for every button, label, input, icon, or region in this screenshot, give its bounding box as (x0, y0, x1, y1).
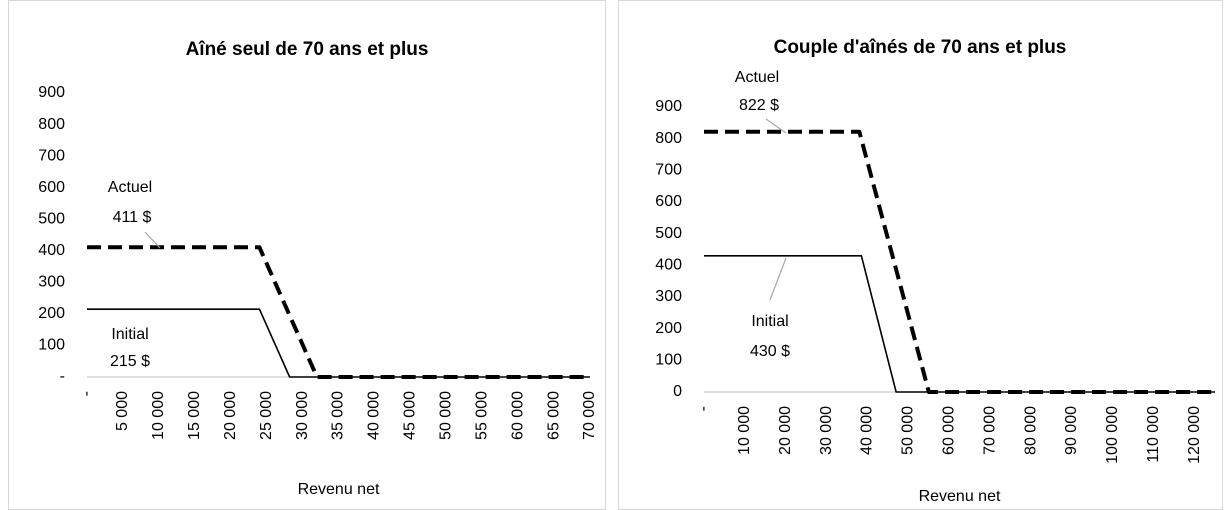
x-tick-label: 120 000 (1186, 406, 1203, 464)
x-tick-label: 60 000 (940, 406, 957, 455)
y-tick-label: 500 (38, 210, 65, 227)
y-tick-label: 0 (673, 383, 682, 400)
x-tick-label: 25 000 (258, 391, 275, 440)
x-tick-label: 50 000 (900, 406, 917, 455)
x-tick-label: 20 000 (222, 391, 239, 440)
y-tick-label: 200 (38, 305, 65, 322)
x-tick-label: 50 000 (438, 391, 455, 440)
x-tick-label: 40 000 (366, 391, 383, 440)
x-tick-label: - (78, 391, 95, 396)
line-series (87, 245, 590, 379)
y-tick-label: 900 (38, 84, 65, 101)
x-tick-label: 30 000 (818, 406, 835, 455)
y-tick-label: 700 (655, 162, 682, 179)
x-tick-label: 40 000 (859, 406, 876, 455)
y-tick-label: 400 (38, 242, 65, 259)
line-series (704, 255, 1215, 393)
x-tick-label: 110 000 (1145, 406, 1162, 463)
x-tick-label: 45 000 (402, 391, 419, 440)
y-tick-label: - (60, 368, 65, 385)
chart-title: Couple d'aînés de 70 ans et plus (774, 37, 1067, 58)
x-tick-label: 70 000 (981, 406, 998, 455)
y-tick-label: 600 (655, 193, 682, 210)
chart-title: Aîné seul de 70 ans et plus (186, 39, 429, 60)
y-tick-label: 300 (38, 274, 65, 291)
panel (618, 0, 1223, 510)
line-series (87, 308, 590, 378)
x-tick-label: 90 000 (1063, 406, 1080, 455)
annotation-value: 411 $ (113, 209, 152, 226)
annotation-name: Actuel (108, 179, 152, 196)
x-tick-label: 55 000 (473, 391, 490, 440)
annotation-name: Actuel (735, 69, 779, 86)
x-tick-label: 20 000 (777, 406, 794, 455)
x-tick-label: 10 000 (150, 391, 167, 440)
x-tick-label: 35 000 (330, 391, 347, 440)
leader-line (765, 118, 787, 134)
annotation-value: 430 $ (750, 343, 790, 360)
y-tick-label: 300 (655, 288, 682, 305)
annotation-value: 822 $ (739, 97, 779, 114)
x-tick-label: 65 000 (545, 391, 562, 440)
annotation-name: Initial (111, 326, 148, 343)
x-tick-label: 5 000 (114, 391, 131, 431)
annotation-name: Initial (751, 313, 788, 330)
x-tick-label: 80 000 (1022, 406, 1039, 455)
y-tick-label: 800 (655, 130, 682, 147)
x-tick-label: 15 000 (186, 391, 203, 440)
x-tick-label: 70 000 (581, 391, 598, 440)
y-tick-label: 800 (38, 116, 65, 133)
y-tick-label: 600 (38, 179, 65, 196)
y-tick-label: 700 (38, 147, 65, 164)
y-tick-label: 400 (655, 257, 682, 274)
y-tick-label: 100 (655, 352, 682, 369)
leader-line (769, 257, 787, 301)
x-tick-label: 10 000 (736, 406, 753, 455)
annotation-value: 215 $ (110, 353, 150, 370)
y-tick-label: 200 (655, 320, 682, 337)
x-axis-label: Revenu net (919, 488, 1001, 505)
x-tick-label: 100 000 (1104, 406, 1121, 464)
x-axis-label: Revenu net (298, 481, 380, 498)
x-tick-label: 30 000 (294, 391, 311, 440)
y-tick-label: 900 (655, 98, 682, 115)
x-tick-label: 60 000 (509, 391, 526, 440)
y-tick-label: 500 (655, 225, 682, 242)
y-tick-label: 100 (38, 337, 65, 354)
leader-line (144, 231, 161, 249)
x-tick-label: - (695, 406, 712, 411)
